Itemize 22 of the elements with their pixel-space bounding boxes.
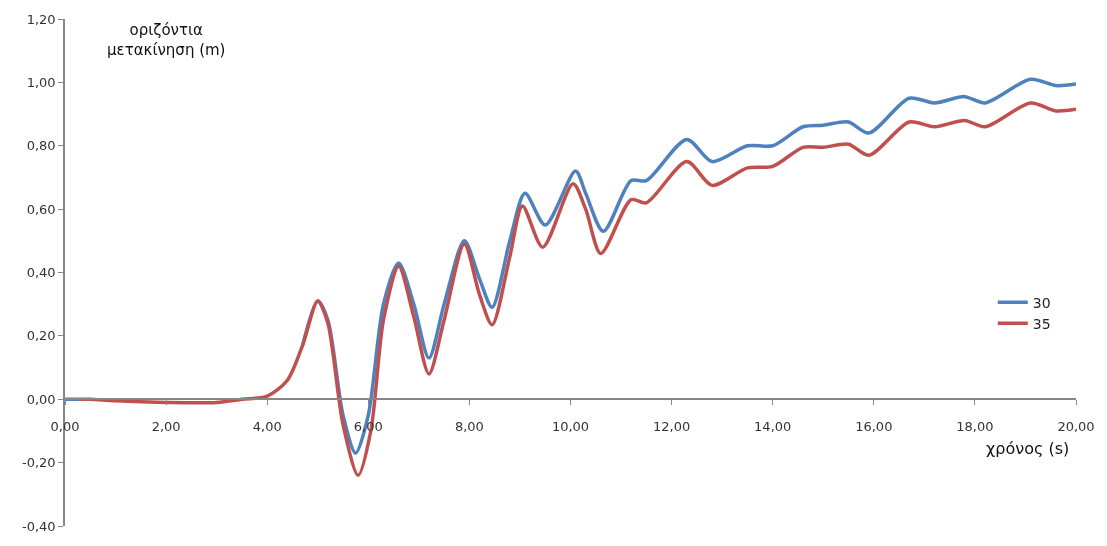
legend-label: 35 xyxy=(1032,315,1051,332)
y-tick-label: -0,20 xyxy=(22,455,56,471)
x-tick-label: 8,00 xyxy=(454,418,484,434)
y-tick-label: 0,60 xyxy=(26,201,56,217)
x-tick-label: 10,00 xyxy=(551,418,590,434)
y-axis-title: οριζόντια μετακίνηση (m) xyxy=(107,21,226,59)
x-tick-label: 20,00 xyxy=(1057,418,1095,434)
x-axis-title: χρόνος (s) xyxy=(986,439,1070,458)
x-tick-label: 14,00 xyxy=(754,418,792,434)
y-tick-label: -0,40 xyxy=(22,518,56,534)
x-tick-label: 4,00 xyxy=(252,418,282,434)
x-tick-label: 2,00 xyxy=(151,418,181,434)
y-tick-label: 0,80 xyxy=(26,138,56,154)
x-tick-label: 12,00 xyxy=(652,418,691,434)
x-tick-label: 18,00 xyxy=(956,418,994,434)
x-tick-label: 16,00 xyxy=(855,418,893,434)
legend-label: 30 xyxy=(1032,294,1051,311)
y-tick-label: 0,20 xyxy=(26,328,56,344)
y-tick-label: 0,40 xyxy=(26,265,56,281)
y-tick-label: 0,00 xyxy=(26,391,56,407)
y-tick-label: 1,20 xyxy=(26,11,56,27)
y-tick-label: 1,00 xyxy=(26,74,56,90)
